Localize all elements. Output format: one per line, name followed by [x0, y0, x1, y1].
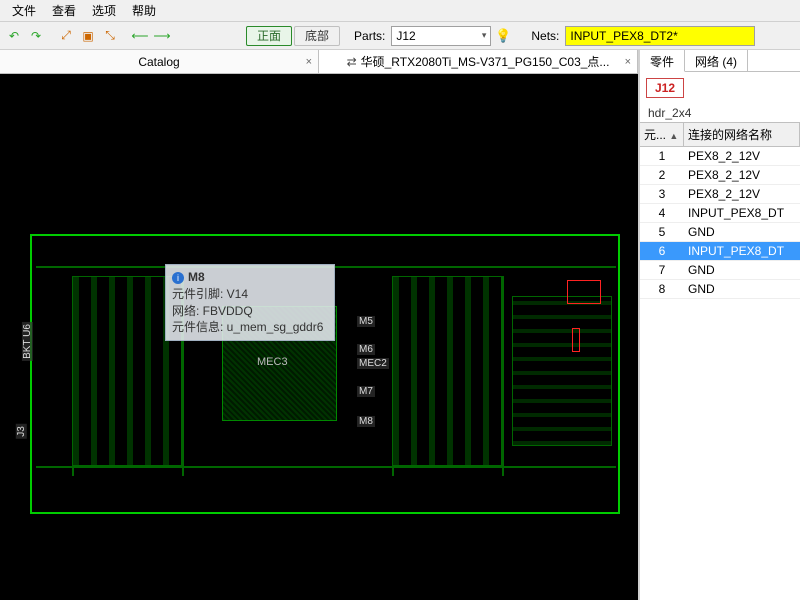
- pcb-canvas[interactable]: MEC3 M5 M6 MEC2 M7 M8 BKT U6 J3: [0, 74, 638, 600]
- mem-label: M7: [357, 386, 375, 397]
- table-row[interactable]: 8GND: [640, 280, 800, 299]
- pin-table: 元... ▲ 连接的网络名称 1PEX8_2_12V2PEX8_2_12V3PE…: [640, 122, 800, 600]
- zoom-in-icon[interactable]: ⤡: [100, 26, 120, 46]
- cell-net: PEX8_2_12V: [684, 185, 800, 203]
- table-row[interactable]: 1PEX8_2_12V: [640, 147, 800, 166]
- tab-catalog-label: Catalog: [138, 55, 179, 69]
- table-header: 元... ▲ 连接的网络名称: [640, 123, 800, 147]
- table-row[interactable]: 3PEX8_2_12V: [640, 185, 800, 204]
- bulb-icon[interactable]: 💡: [493, 26, 513, 46]
- nets-combo[interactable]: INPUT_PEX8_DT2*: [565, 26, 755, 46]
- part-type-label: hdr_2x4: [640, 104, 800, 122]
- mem-label: M5: [357, 316, 375, 327]
- tab-design[interactable]: ⇄ 华硕_RTX2080Ti_MS-V371_PG150_C03_点... ×: [319, 50, 638, 73]
- side-label: J3: [16, 424, 27, 439]
- zoom-out-icon[interactable]: ⤢: [56, 26, 76, 46]
- nav-back-icon[interactable]: ⟵: [130, 26, 150, 46]
- mem-label: M6: [357, 344, 375, 355]
- cell-pin: 4: [640, 204, 684, 222]
- cell-net: INPUT_PEX8_DT: [684, 242, 800, 260]
- panel-tab-nets-label: 网络: [695, 55, 719, 69]
- cell-pin: 8: [640, 280, 684, 298]
- cell-pin: 7: [640, 261, 684, 279]
- table-row[interactable]: 4INPUT_PEX8_DT: [640, 204, 800, 223]
- col-net[interactable]: 连接的网络名称: [684, 123, 800, 146]
- panel-tabs: 零件 网络 (4): [640, 50, 800, 72]
- cell-pin: 6: [640, 242, 684, 260]
- table-row[interactable]: 7GND: [640, 261, 800, 280]
- tooltip-line: 网络: FBVDDQ: [172, 303, 328, 320]
- menu-view[interactable]: 查看: [44, 0, 84, 21]
- chevron-down-icon: ▾: [482, 30, 487, 41]
- close-icon[interactable]: ×: [625, 56, 631, 68]
- layer-front-button[interactable]: 正面: [246, 26, 292, 46]
- shuffle-icon: ⇄: [347, 55, 357, 69]
- cell-net: GND: [684, 223, 800, 241]
- nets-label: Nets:: [527, 29, 563, 43]
- zoom-fit-icon[interactable]: ▣: [78, 26, 98, 46]
- parts-combo-value: J12: [396, 29, 415, 43]
- document-tabs: Catalog × ⇄ 华硕_RTX2080Ti_MS-V371_PG150_C…: [0, 50, 638, 74]
- nets-combo-value: INPUT_PEX8_DT2*: [570, 29, 677, 43]
- hover-tooltip: i M8 元件引脚: V14 网络: FBVDDQ 元件信息: u_mem_sg_…: [165, 264, 335, 341]
- table-row[interactable]: 2PEX8_2_12V: [640, 166, 800, 185]
- parts-label: Parts:: [350, 29, 389, 43]
- cell-pin: 2: [640, 166, 684, 184]
- tab-design-label: 华硕_RTX2080Ti_MS-V371_PG150_C03_点...: [361, 53, 610, 70]
- mem-label: M8: [357, 416, 375, 427]
- side-label: BKT U6: [22, 322, 33, 361]
- menu-bar: 文件 查看 选项 帮助: [0, 0, 800, 22]
- part-ref-badge: J12: [646, 78, 684, 98]
- cell-net: GND: [684, 280, 800, 298]
- menu-file[interactable]: 文件: [4, 0, 44, 21]
- col-pin[interactable]: 元... ▲: [640, 123, 684, 146]
- nav-fwd-icon[interactable]: ⟶: [152, 26, 172, 46]
- redo-icon[interactable]: ↷: [26, 26, 46, 46]
- side-panel: 零件 网络 (4) J12 hdr_2x4 元... ▲ 连接的网络名称 1PE…: [640, 50, 800, 600]
- tab-catalog[interactable]: Catalog ×: [0, 50, 319, 73]
- cell-pin: 3: [640, 185, 684, 203]
- table-row[interactable]: 6INPUT_PEX8_DT: [640, 242, 800, 261]
- cell-net: PEX8_2_12V: [684, 166, 800, 184]
- layer-back-button[interactable]: 底部: [294, 26, 340, 46]
- menu-help[interactable]: 帮助: [124, 0, 164, 21]
- panel-tab-nets[interactable]: 网络 (4): [685, 50, 748, 71]
- tooltip-ref: M8: [188, 270, 205, 284]
- mem-label: MEC2: [357, 358, 389, 369]
- cell-pin: 1: [640, 147, 684, 165]
- cell-net: GND: [684, 261, 800, 279]
- close-icon[interactable]: ×: [306, 56, 312, 68]
- undo-icon[interactable]: ↶: [4, 26, 24, 46]
- panel-tab-parts[interactable]: 零件: [640, 50, 685, 72]
- toolbar: ↶ ↷ ⤢ ▣ ⤡ ⟵ ⟶ 正面 底部 Parts: J12 ▾ 💡 Nets:…: [0, 22, 800, 50]
- cell-net: INPUT_PEX8_DT: [684, 204, 800, 222]
- cell-net: PEX8_2_12V: [684, 147, 800, 165]
- panel-tab-nets-count: (4): [722, 55, 737, 69]
- parts-combo[interactable]: J12 ▾: [391, 26, 491, 46]
- highlighted-pads: [572, 328, 580, 352]
- menu-options[interactable]: 选项: [84, 0, 124, 21]
- table-row[interactable]: 5GND: [640, 223, 800, 242]
- tooltip-line: 元件引脚: V14: [172, 286, 328, 303]
- highlighted-pads: [567, 280, 601, 304]
- tooltip-line: 元件信息: u_mem_sg_gddr6: [172, 319, 328, 336]
- chip-label: MEC3: [257, 356, 288, 368]
- info-icon: i: [172, 272, 184, 284]
- cell-pin: 5: [640, 223, 684, 241]
